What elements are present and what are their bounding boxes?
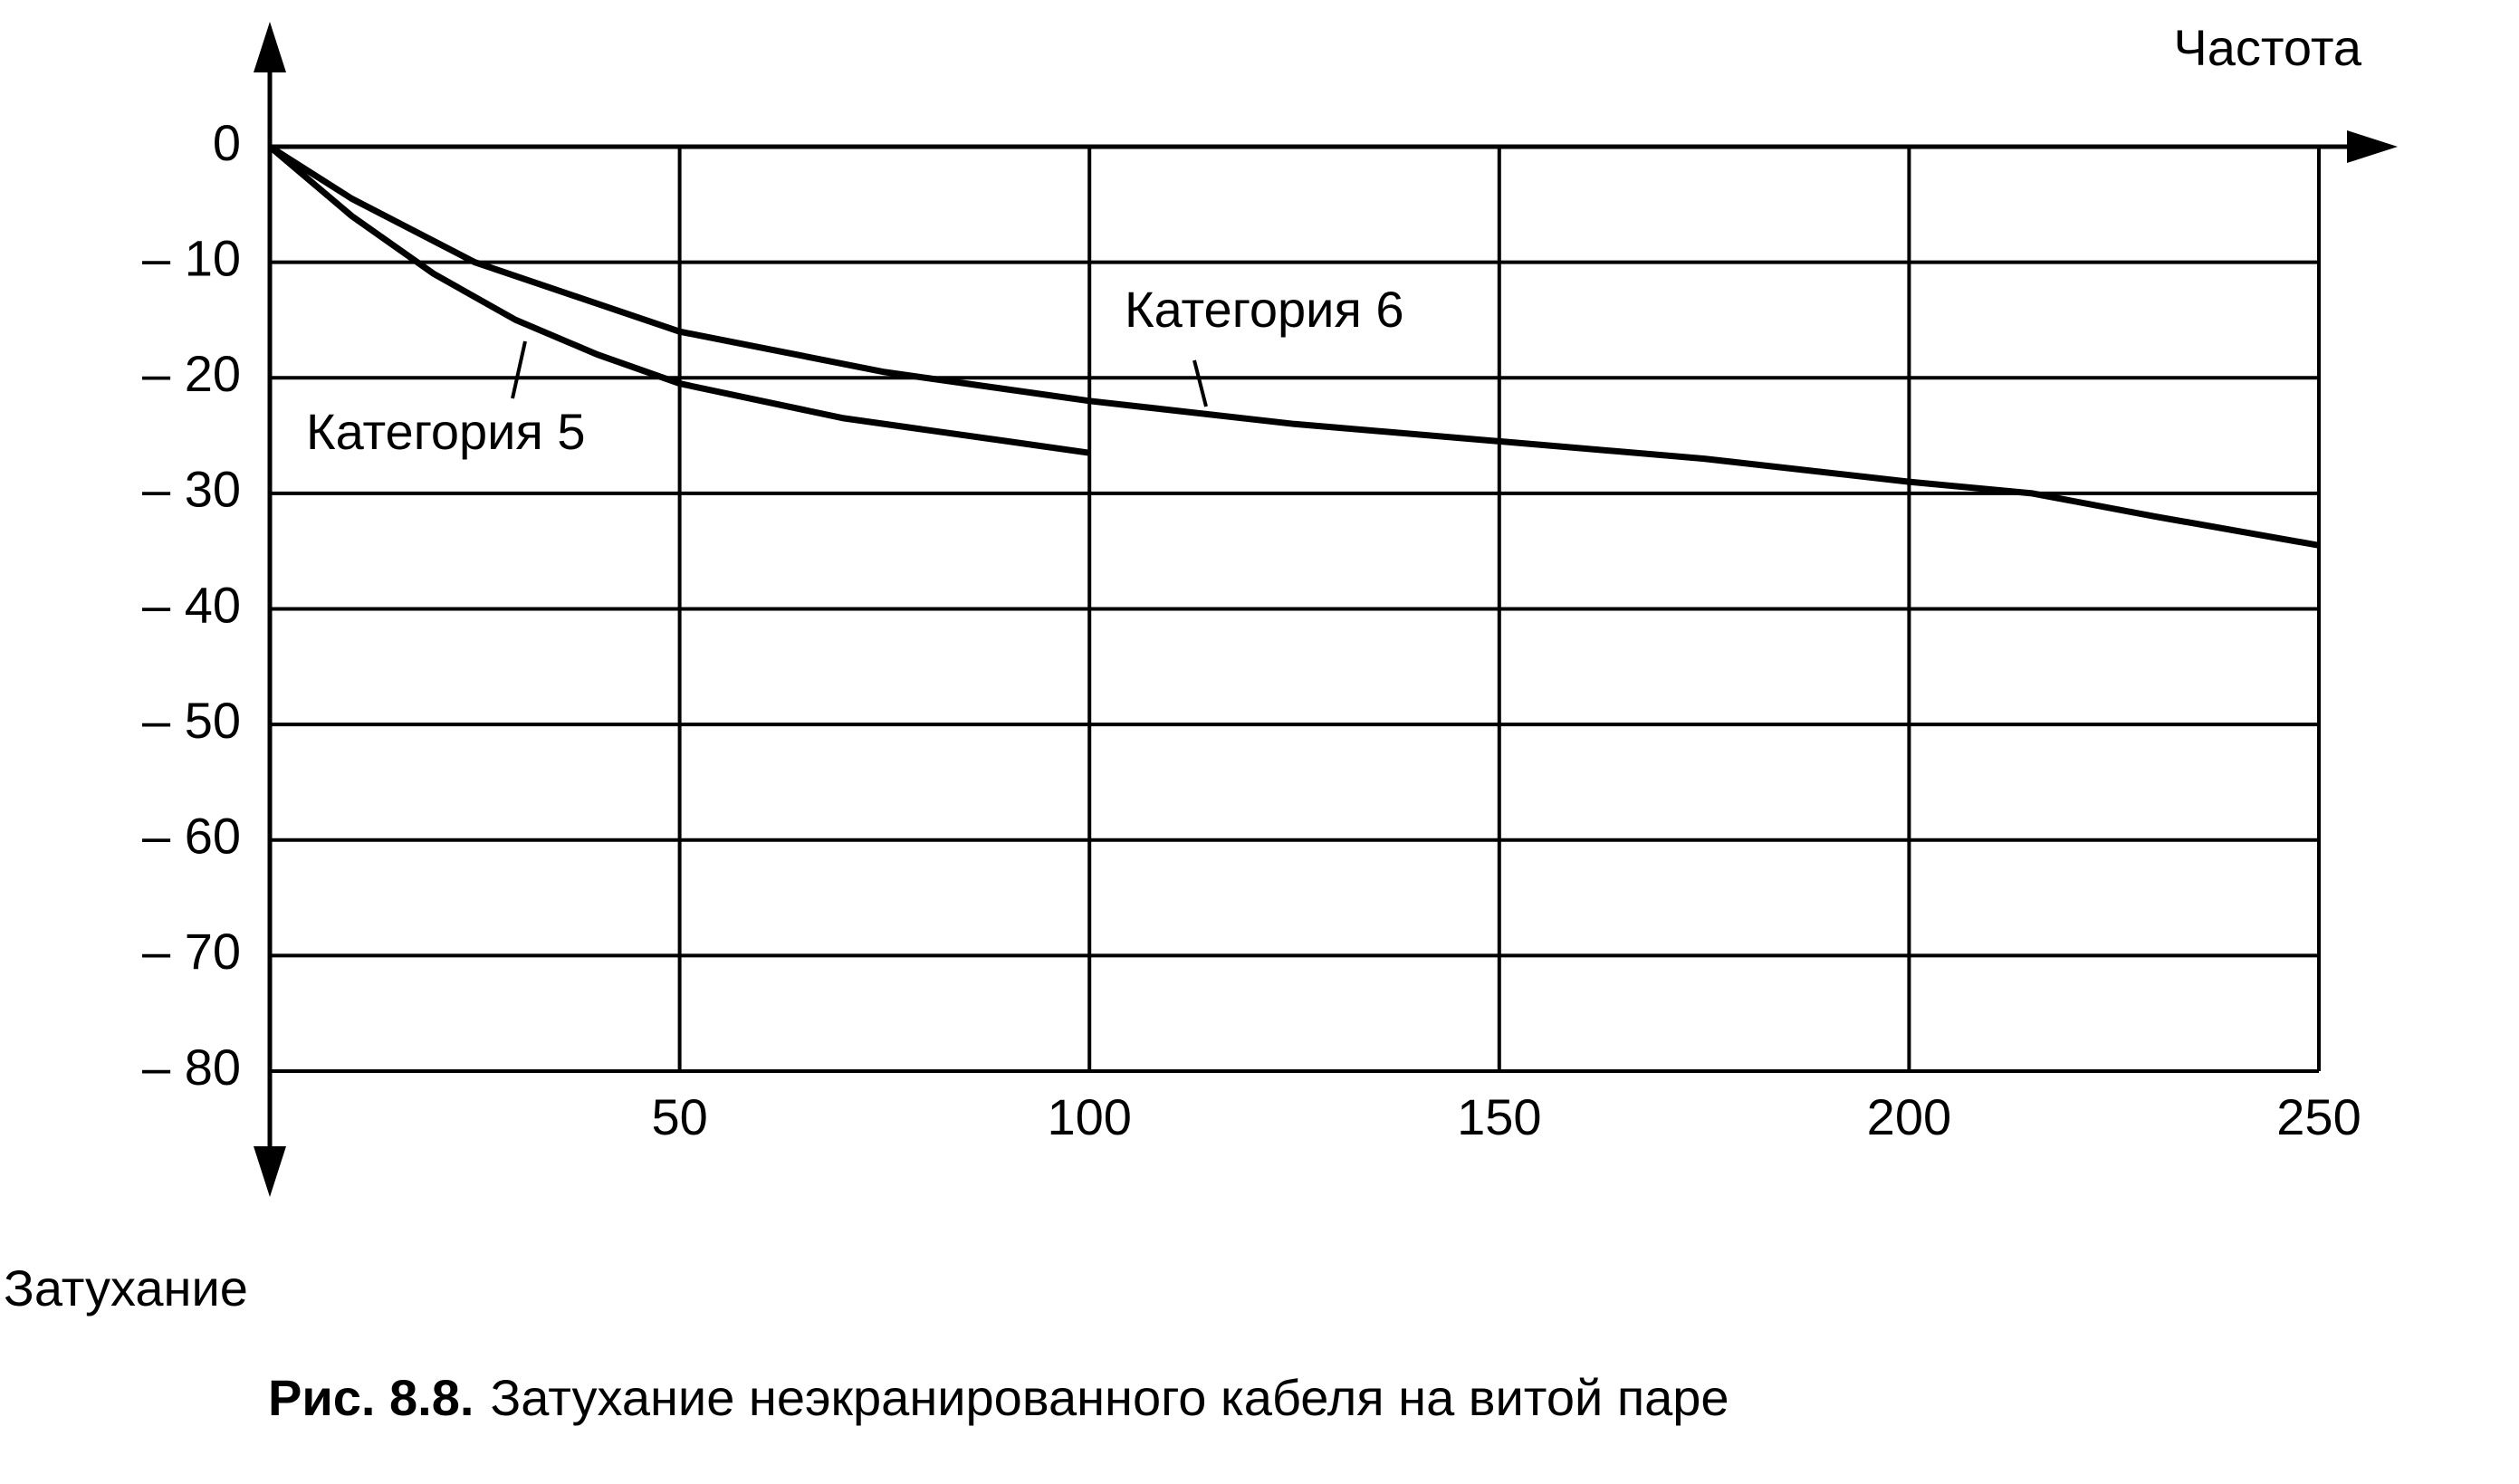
caption-text: Затухание неэкранированного кабеля на ви… [490, 1369, 1729, 1426]
x-tick-label: 200 [1867, 1088, 1951, 1145]
series-label: Категория 5 [306, 403, 586, 460]
y-tick-label: – 30 [142, 461, 241, 518]
y-tick-label: – 80 [142, 1039, 241, 1096]
y-tick-label: – 40 [142, 576, 241, 633]
leader-line [511, 340, 527, 399]
caption: Рис. 8.8. Затухание неэкранированного каб… [268, 1369, 1729, 1426]
y-tick-label: 0 [213, 114, 241, 171]
x-tick-label: 150 [1457, 1088, 1541, 1145]
y-tick-label: – 60 [142, 808, 241, 865]
caption-label: Рис. 8.8. [268, 1369, 474, 1426]
y-tick-label: – 70 [142, 923, 241, 980]
y-axis-label: Затухание [4, 1259, 248, 1316]
series-line [268, 144, 2320, 549]
y-tick-label: – 50 [142, 692, 241, 749]
y-tick-label: – 20 [142, 345, 241, 402]
leader-line [1192, 359, 1208, 407]
x-axis-label: Частота [2173, 19, 2361, 76]
series-label: Категория 6 [1125, 281, 1404, 338]
x-arrow [2347, 130, 2398, 163]
x-tick-label: 50 [651, 1088, 707, 1145]
series-line [267, 144, 1090, 456]
y-arrow-up [254, 22, 286, 72]
y-tick-label: – 10 [142, 229, 241, 286]
y-arrow-down [254, 1146, 286, 1197]
x-tick-label: 100 [1047, 1088, 1131, 1145]
x-tick-label: 250 [2276, 1088, 2361, 1145]
